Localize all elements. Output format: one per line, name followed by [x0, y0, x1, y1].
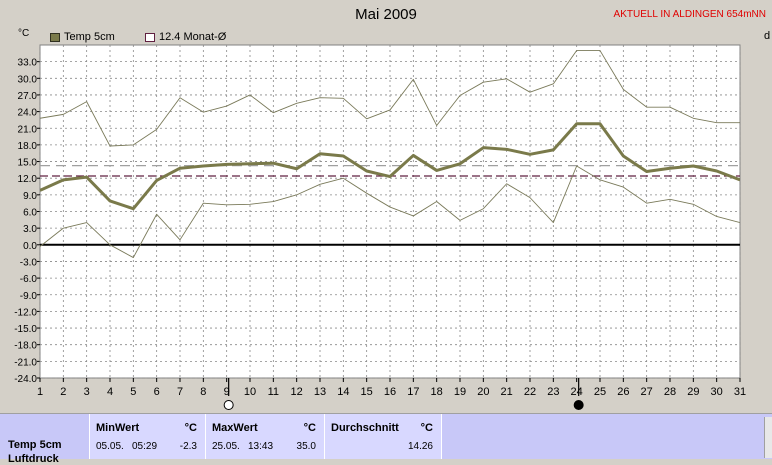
stats-scrollbar[interactable]	[764, 417, 772, 458]
x-tick-label: 31	[734, 386, 746, 398]
stats-row-label-next: Luftdruck	[8, 453, 59, 465]
x-tick-label: 11	[268, 386, 279, 398]
avg-header: Durchschnitt	[331, 422, 399, 434]
y-tick-label: 3.0	[23, 224, 37, 235]
x-tick-label: 17	[407, 386, 419, 398]
x-tick-label: 28	[664, 386, 676, 398]
min-value: -2.3	[179, 441, 197, 452]
station-label: AKTUELL IN ALDINGEN 654mNN	[613, 9, 766, 20]
stats-max-cell: MaxWert °C 25.05. 13:43 35.0	[205, 414, 324, 459]
y-tick-label: -24.0	[14, 374, 37, 385]
x-tick-label: 2	[60, 386, 66, 398]
x-tick-label: 23	[547, 386, 559, 398]
min-header: MinWert	[96, 422, 140, 434]
series-line-mean	[40, 122, 740, 211]
y-tick-label: -18.0	[14, 341, 37, 352]
x-tick-label: 9	[224, 386, 230, 398]
new-moon-icon	[573, 400, 584, 410]
max-time: 13:43	[248, 441, 274, 452]
avg-value: 14.26	[407, 441, 433, 452]
x-tick-label: 29	[687, 386, 699, 398]
x-tick-label: 12	[291, 386, 303, 398]
x-tick-label: 5	[130, 386, 136, 398]
avg-unit: °C	[420, 422, 433, 434]
legend-swatch-temp	[50, 32, 60, 42]
x-tick-label: 20	[477, 386, 489, 398]
stats-row-label: Temp 5cm	[8, 439, 62, 451]
max-unit: °C	[303, 422, 316, 434]
x-tick-label: 16	[384, 386, 396, 398]
x-tick-label: 26	[617, 386, 629, 398]
y-tick-label: -9.0	[20, 291, 38, 302]
y-tick-label: 15.0	[18, 158, 38, 169]
temperature-chart: 33.030.027.024.021.018.015.012.09.06.03.…	[14, 44, 746, 410]
x-tick-label: 30	[711, 386, 723, 398]
x-tick-label: 27	[641, 386, 653, 398]
stats-empty-cell	[441, 414, 764, 459]
legend-label-temp: Temp 5cm	[64, 31, 115, 43]
max-date: 25.05.	[212, 441, 240, 452]
y-tick-label: -12.0	[14, 307, 37, 318]
y-tick-label: 18.0	[18, 141, 38, 152]
max-header: MaxWert	[212, 422, 258, 434]
stats-avg-cell: Durchschnitt °C 14.26	[324, 414, 441, 459]
series-line-min	[40, 165, 740, 259]
stats-table: Temp 5cm Luftdruck MinWert °C 05.05. 05:…	[0, 413, 772, 465]
legend-item-month-avg: 12.4 Monat-Ø	[145, 31, 226, 43]
stats-row-label-cell: Temp 5cm Luftdruck	[0, 414, 89, 465]
legend-swatch-month-avg	[145, 32, 155, 42]
x-tick-label: 15	[361, 386, 373, 398]
x-tick-label: 18	[431, 386, 443, 398]
x-tick-label: 3	[84, 386, 90, 398]
x-tick-label: 19	[454, 386, 466, 398]
min-unit: °C	[184, 422, 197, 434]
y-tick-label: 0.0	[23, 241, 37, 252]
x-tick-label: 24	[571, 386, 583, 398]
min-date: 05.05.	[96, 441, 124, 452]
stats-min-cell: MinWert °C 05.05. 05:29 -2.3	[89, 414, 205, 459]
x-tick-label: 1	[37, 386, 43, 398]
y-tick-label: 6.0	[23, 208, 37, 219]
y-tick-label: 12.0	[18, 174, 38, 185]
x-tick-label: 22	[524, 386, 536, 398]
y-tick-label: 9.0	[23, 191, 37, 202]
y-tick-label: 21.0	[18, 124, 38, 135]
legend-item-temp: Temp 5cm	[50, 31, 115, 43]
legend-label-month-avg: 12.4 Monat-Ø	[159, 31, 227, 43]
y-tick-label: 27.0	[18, 91, 38, 102]
series-line-max	[40, 50, 740, 147]
y-tick-label: -15.0	[14, 324, 37, 335]
x-tick-label: 7	[177, 386, 183, 398]
y-tick-label: -6.0	[20, 274, 38, 285]
x-tick-label: 10	[244, 386, 256, 398]
x-tick-label: 13	[314, 386, 326, 398]
max-value: 35.0	[296, 441, 316, 452]
y-unit-label: °C	[18, 28, 30, 39]
y-tick-label: 30.0	[18, 74, 38, 85]
y-tick-label: -21.0	[14, 357, 37, 368]
full-moon-icon	[223, 400, 234, 410]
x-tick-label: 6	[154, 386, 160, 398]
x-tick-label: 14	[337, 386, 349, 398]
y-tick-label: 33.0	[18, 58, 38, 69]
y-tick-label: -3.0	[20, 257, 38, 268]
x-tick-label: 8	[200, 386, 206, 398]
min-time: 05:29	[132, 441, 158, 452]
x-tick-label: 4	[107, 386, 113, 398]
x-tick-label: 21	[501, 386, 513, 398]
right-edge-label: d	[764, 30, 771, 42]
y-tick-label: 24.0	[18, 108, 38, 119]
chart-title: Mai 2009	[355, 6, 417, 23]
x-tick-label: 25	[594, 386, 606, 398]
